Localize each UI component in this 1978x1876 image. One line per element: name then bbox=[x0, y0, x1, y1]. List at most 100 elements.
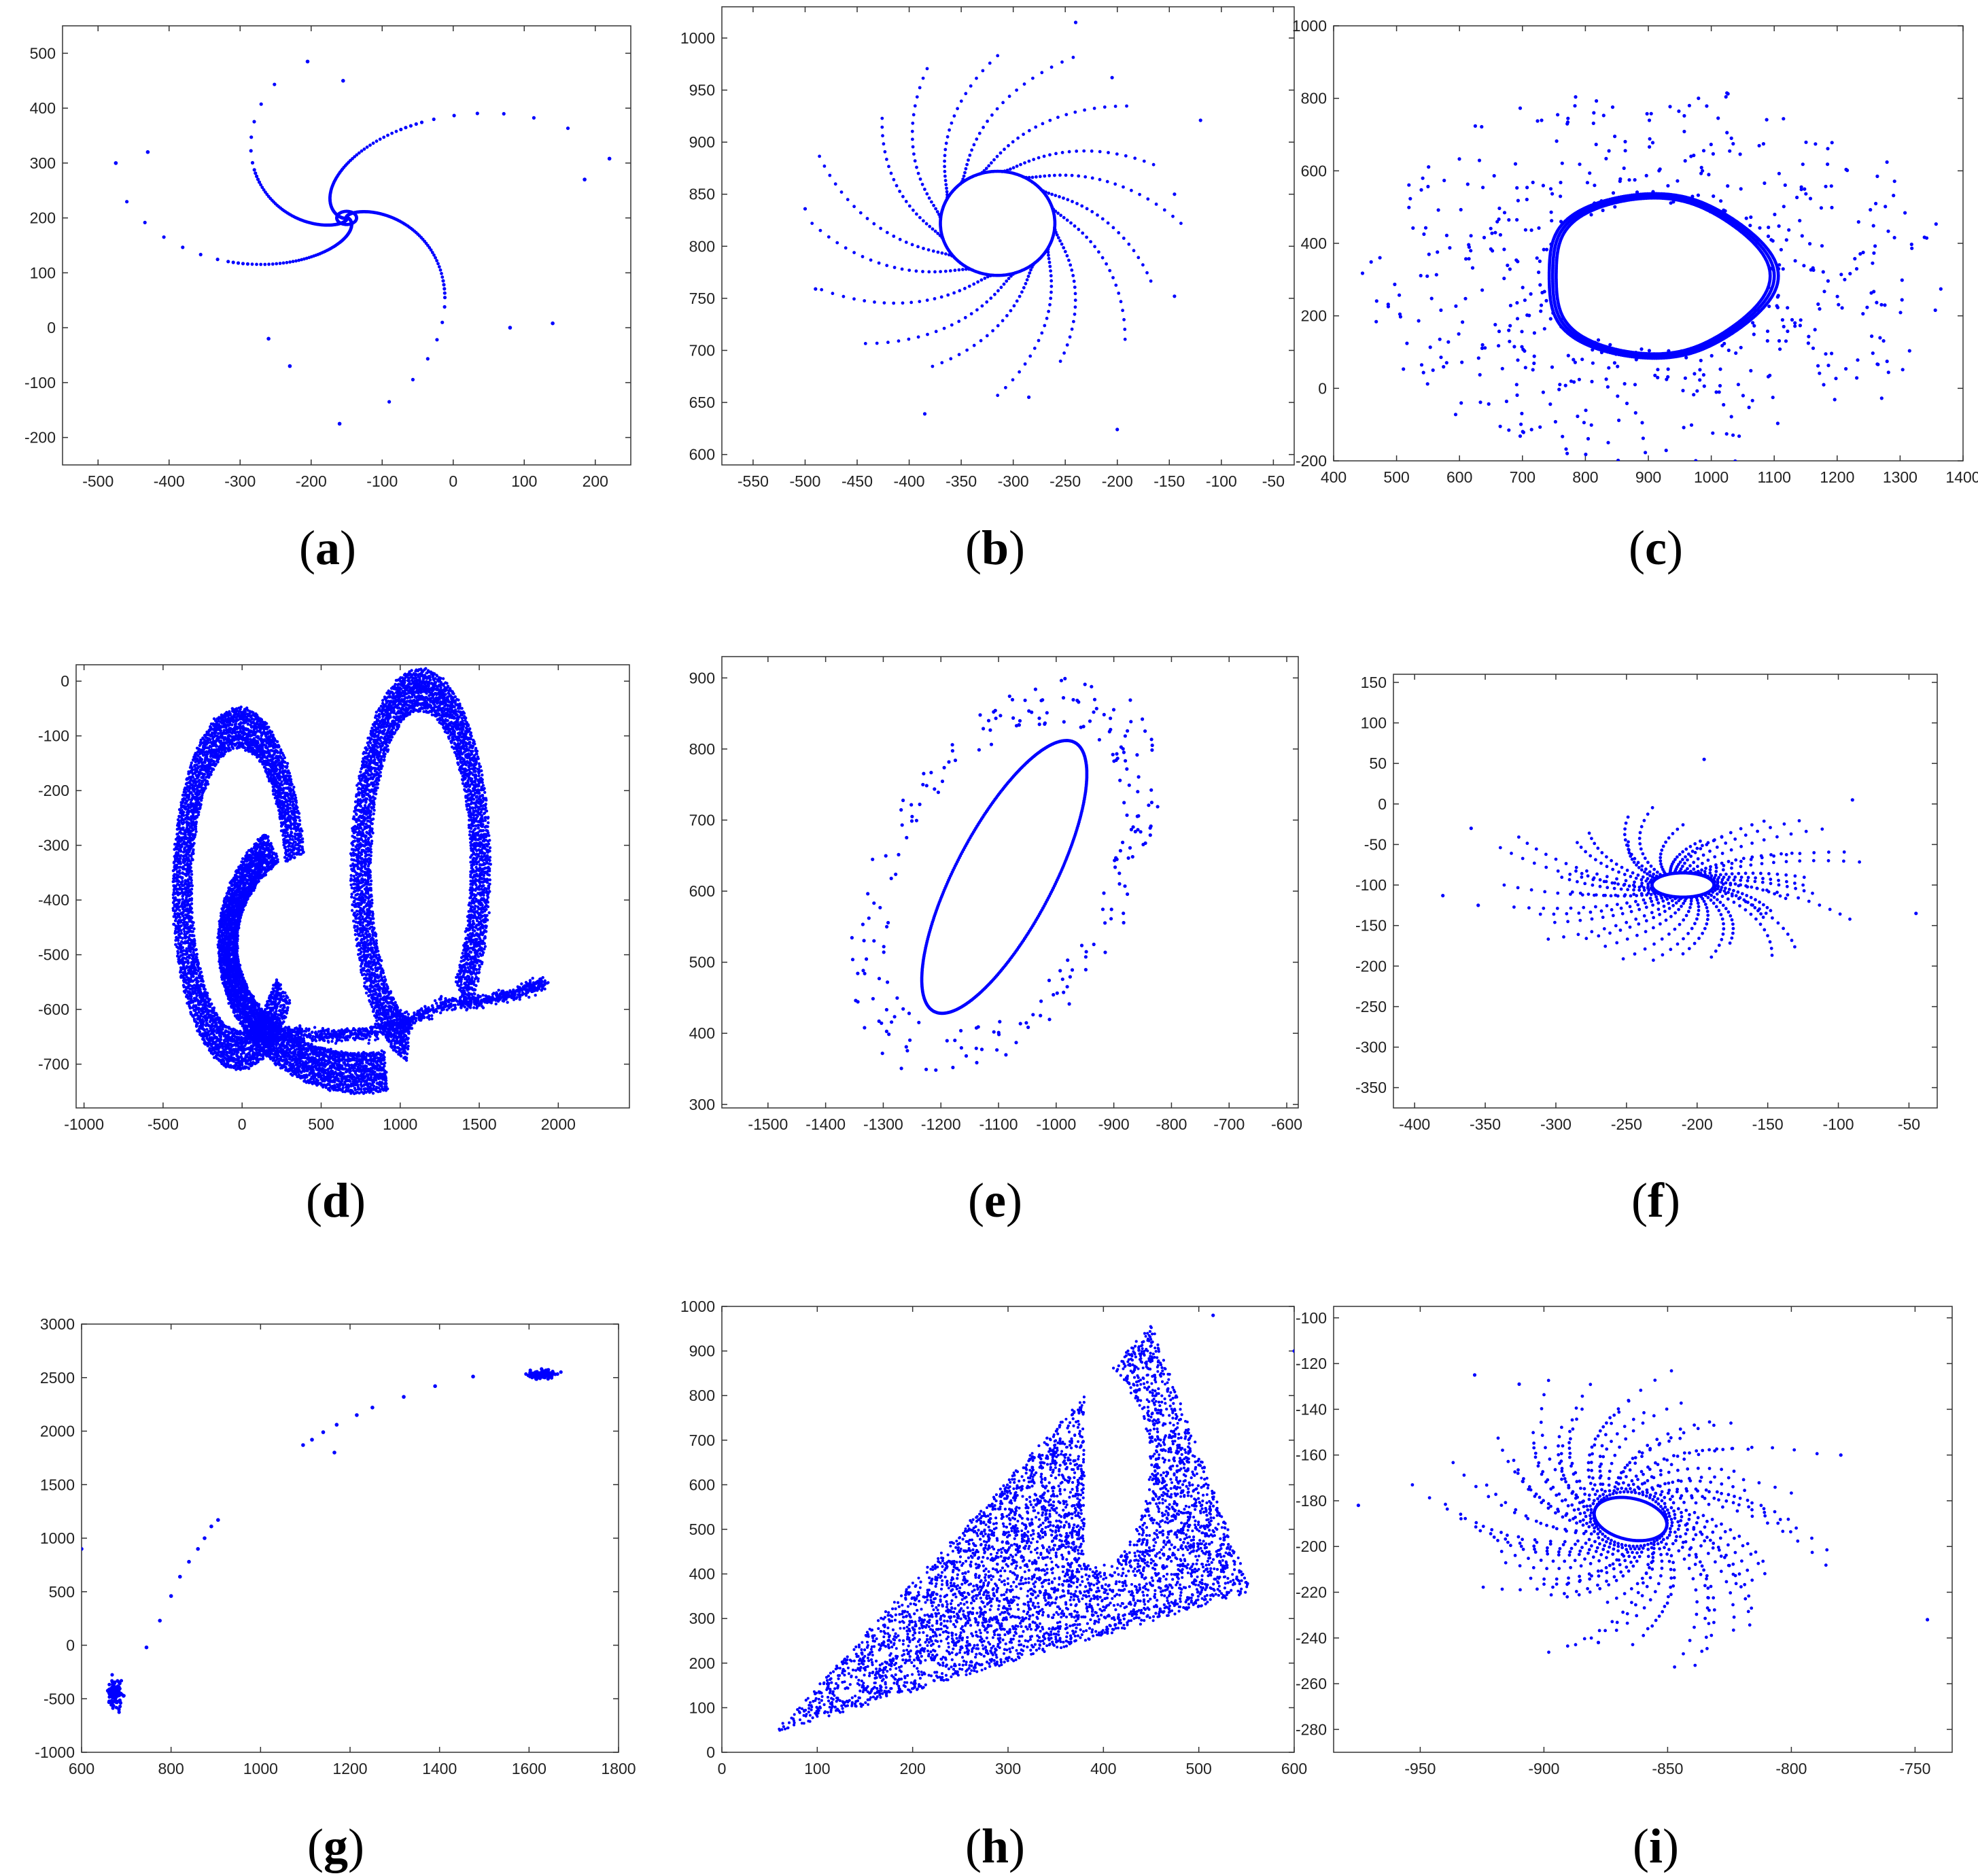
data-point bbox=[1360, 271, 1365, 275]
data-point bbox=[1855, 376, 1859, 380]
data-point bbox=[1633, 411, 1637, 415]
data-point bbox=[443, 296, 447, 300]
data-point bbox=[931, 249, 935, 253]
data-point bbox=[1035, 175, 1038, 179]
data-point bbox=[1677, 109, 1681, 114]
y-tick-label: 600 bbox=[689, 446, 715, 464]
data-point bbox=[1844, 367, 1848, 371]
data-point bbox=[1480, 343, 1485, 347]
panel-label-a: (a) bbox=[299, 521, 356, 575]
data-point bbox=[1737, 434, 1741, 438]
data-point bbox=[1005, 279, 1009, 283]
data-point bbox=[1065, 254, 1069, 258]
plot-frame bbox=[75, 664, 630, 1109]
data-point bbox=[1103, 105, 1107, 109]
data-point bbox=[1682, 425, 1686, 430]
data-point bbox=[235, 746, 239, 750]
data-point bbox=[873, 300, 876, 304]
data-point bbox=[918, 177, 922, 181]
data-point bbox=[452, 114, 456, 118]
data-point bbox=[1573, 104, 1577, 108]
data-point bbox=[250, 262, 254, 266]
x-tick-label: -400 bbox=[154, 472, 185, 490]
y-tick-label: 700 bbox=[689, 342, 715, 360]
data-point bbox=[1073, 285, 1077, 289]
data-point bbox=[1521, 285, 1525, 290]
data-point bbox=[1513, 162, 1518, 166]
data-point bbox=[187, 894, 191, 898]
data-point bbox=[428, 246, 432, 249]
data-point bbox=[1556, 113, 1560, 117]
data-point bbox=[897, 339, 901, 343]
x-tick-label: -250 bbox=[1049, 472, 1081, 490]
data-point bbox=[939, 295, 943, 299]
data-point bbox=[1892, 179, 1896, 184]
data-point bbox=[256, 753, 259, 757]
data-point bbox=[1869, 208, 1873, 212]
data-point bbox=[1907, 349, 1911, 353]
data-point bbox=[1498, 232, 1502, 237]
data-point bbox=[1520, 330, 1524, 334]
data-point bbox=[1476, 356, 1480, 360]
data-point bbox=[583, 177, 587, 181]
data-point bbox=[1198, 118, 1202, 122]
data-point bbox=[1378, 256, 1382, 260]
data-point bbox=[337, 421, 342, 426]
data-point bbox=[852, 205, 856, 209]
data-point bbox=[995, 107, 999, 111]
data-point bbox=[1073, 298, 1077, 302]
data-point bbox=[219, 753, 222, 757]
data-point bbox=[1058, 173, 1062, 177]
data-point bbox=[1537, 226, 1541, 230]
data-point bbox=[1757, 143, 1761, 147]
data-point bbox=[192, 927, 196, 931]
data-point bbox=[943, 169, 947, 173]
data-point bbox=[969, 312, 973, 315]
data-point bbox=[1538, 259, 1542, 263]
data-point bbox=[1080, 204, 1084, 208]
data-point bbox=[982, 126, 985, 129]
data-points bbox=[803, 20, 1202, 432]
data-point bbox=[1611, 191, 1616, 195]
data-point bbox=[839, 190, 844, 194]
data-point bbox=[1544, 247, 1549, 251]
data-point bbox=[262, 188, 266, 192]
data-point bbox=[957, 319, 961, 324]
data-point bbox=[967, 267, 971, 271]
data-point bbox=[1822, 290, 1826, 294]
y-tick-label: 750 bbox=[689, 290, 715, 307]
data-point bbox=[1133, 156, 1137, 160]
data-point bbox=[1804, 192, 1808, 196]
data-point bbox=[551, 321, 555, 326]
data-point bbox=[1439, 355, 1443, 360]
data-point bbox=[190, 815, 193, 818]
data-point bbox=[1421, 176, 1425, 180]
data-point bbox=[984, 167, 988, 171]
data-point bbox=[1754, 308, 1758, 312]
data-point bbox=[996, 324, 1000, 328]
data-point bbox=[1610, 105, 1615, 109]
data-point bbox=[1454, 304, 1458, 308]
data-point bbox=[1596, 338, 1601, 342]
data-point bbox=[980, 304, 984, 308]
data-point bbox=[1049, 65, 1054, 69]
data-point bbox=[232, 731, 235, 734]
data-point bbox=[835, 241, 839, 245]
data-point bbox=[212, 762, 215, 765]
data-point bbox=[892, 177, 896, 181]
data-point bbox=[362, 147, 366, 151]
data-point bbox=[1016, 136, 1020, 140]
data-point bbox=[1022, 175, 1026, 179]
data-point bbox=[926, 248, 931, 251]
data-point bbox=[1013, 271, 1018, 275]
data-point bbox=[1073, 110, 1077, 114]
y-tick-label: 500 bbox=[30, 44, 56, 62]
data-point bbox=[975, 76, 978, 80]
data-point bbox=[228, 1026, 231, 1029]
y-tick-label: 100 bbox=[30, 264, 56, 281]
data-point bbox=[1098, 150, 1102, 154]
data-point bbox=[1022, 133, 1025, 137]
data-point bbox=[1751, 321, 1755, 325]
data-point bbox=[1538, 425, 1542, 429]
data-point bbox=[1698, 378, 1702, 382]
